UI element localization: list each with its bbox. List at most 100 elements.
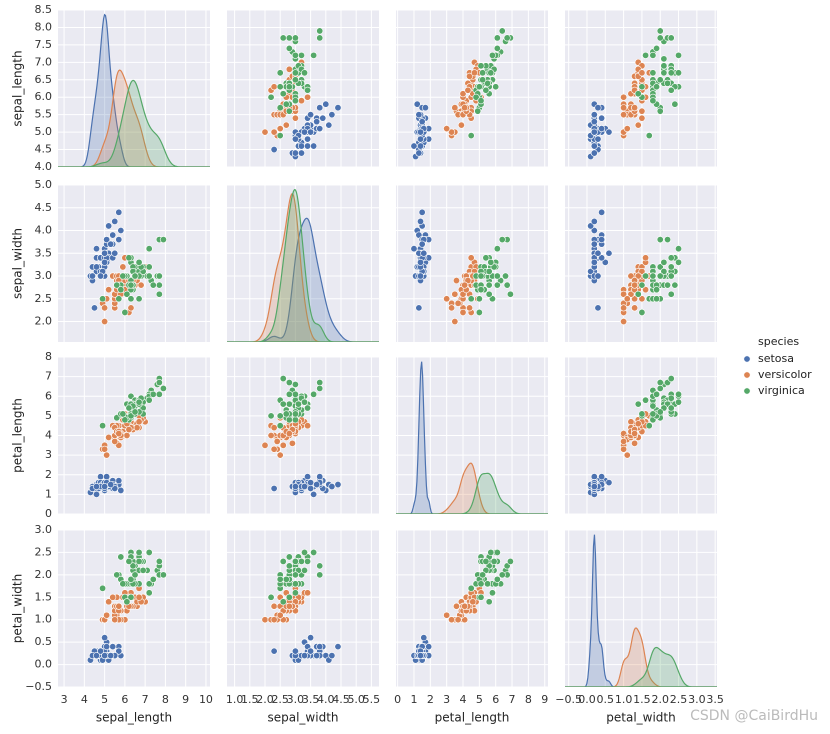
scatter-point [448, 304, 456, 312]
scatter-point [645, 132, 653, 140]
scatter-point [301, 566, 309, 574]
scatter-point [660, 267, 668, 275]
scatter-point [594, 272, 602, 280]
scatter-point [410, 245, 418, 253]
scatter-point [598, 208, 606, 216]
x-axis-label: sepal_length [96, 711, 172, 725]
scatter-point [291, 51, 299, 59]
x-tick-label: 8 [525, 693, 532, 706]
scatter-point [137, 281, 145, 289]
scatter-point [638, 410, 646, 418]
y-tick-label: 2.0 [35, 568, 53, 581]
scatter-point [276, 69, 284, 77]
watermark: CSDN @CaiBirdHu [690, 708, 818, 724]
scatter-point [443, 125, 451, 133]
scatter-point [285, 562, 293, 570]
legend-marker [743, 387, 751, 395]
scatter-point [101, 445, 109, 453]
scatter-point [109, 643, 117, 651]
scatter-point [620, 93, 628, 101]
scatter-point [297, 149, 305, 157]
kde-area [227, 189, 379, 342]
scatter-point [145, 580, 153, 588]
scatter-point [285, 107, 293, 115]
scatter-point [590, 118, 598, 126]
scatter-point [642, 396, 650, 404]
scatter-point [461, 104, 469, 112]
kde-area [58, 13, 210, 167]
scatter-point [276, 451, 284, 459]
scatter-point [459, 90, 467, 98]
x-axis-label: sepal_width [267, 711, 338, 725]
scatter-point [291, 97, 299, 105]
scatter-point [111, 249, 119, 257]
scatter-point [93, 245, 101, 253]
scatter-point [660, 69, 668, 77]
scatter-point [634, 420, 642, 428]
scatter-point [304, 422, 312, 430]
y-tick-label: 5.0 [35, 125, 53, 138]
y-tick-label: 3.0 [35, 269, 53, 282]
scatter-point [297, 557, 305, 565]
scatter-point [415, 304, 423, 312]
x-tick-label: 1.0 [226, 693, 244, 706]
scatter-point [667, 375, 675, 383]
scatter-point [123, 431, 131, 439]
y-tick-label: 6.0 [35, 90, 53, 103]
scatter-point [623, 451, 631, 459]
x-tick-label: 4.5 [332, 693, 350, 706]
y-tick-label: 2.5 [35, 292, 53, 305]
scatter-point [316, 643, 324, 651]
scatter-point [598, 473, 606, 481]
scatter-point [291, 135, 299, 143]
plot-area [261, 548, 342, 664]
scatter-point [282, 575, 290, 583]
scatter-point [304, 135, 312, 143]
x-tick-label: 2 [427, 693, 434, 706]
scatter-point [620, 318, 628, 326]
scatter-point [590, 258, 598, 266]
scatter-point [649, 97, 657, 105]
scatter-point [656, 236, 664, 244]
y-tick-label: 5 [45, 409, 52, 422]
scatter-point [590, 149, 598, 157]
scatter-point [660, 258, 668, 266]
scatter-point [620, 290, 628, 298]
scatter-point [451, 318, 459, 326]
scatter-point [105, 433, 113, 441]
scatter-point [467, 584, 475, 592]
scatter-point [605, 479, 613, 487]
y-tick-label: 4.0 [35, 224, 53, 237]
scatter-point [279, 90, 287, 98]
x-tick-label: 3 [443, 693, 450, 706]
scatter-point [115, 602, 123, 610]
panel-background [227, 185, 379, 342]
y-axis-label: sepal_width [11, 228, 25, 299]
panel-background [565, 185, 717, 342]
scatter-point [482, 254, 490, 262]
scatter-point [103, 473, 111, 481]
scatter-point [125, 404, 133, 412]
panel [58, 356, 210, 515]
scatter-point [590, 128, 598, 136]
scatter-point [634, 90, 642, 98]
scatter-point [417, 128, 425, 136]
scatter-point [90, 304, 98, 312]
scatter-point [493, 272, 501, 280]
x-tick-label: 7 [509, 693, 516, 706]
scatter-point [117, 227, 125, 235]
scatter-point [425, 643, 433, 651]
scatter-point [145, 396, 153, 404]
scatter-point [316, 384, 324, 392]
scatter-point [125, 254, 133, 262]
scatter-point [267, 93, 275, 101]
scatter-point [304, 473, 312, 481]
scatter-point [631, 104, 639, 112]
scatter-point [418, 118, 426, 126]
scatter-point [649, 410, 657, 418]
scatter-point [109, 593, 117, 601]
y-tick-label: −0.5 [25, 680, 52, 693]
scatter-point [671, 100, 679, 108]
scatter-point [664, 281, 672, 289]
scatter-point [270, 146, 278, 154]
